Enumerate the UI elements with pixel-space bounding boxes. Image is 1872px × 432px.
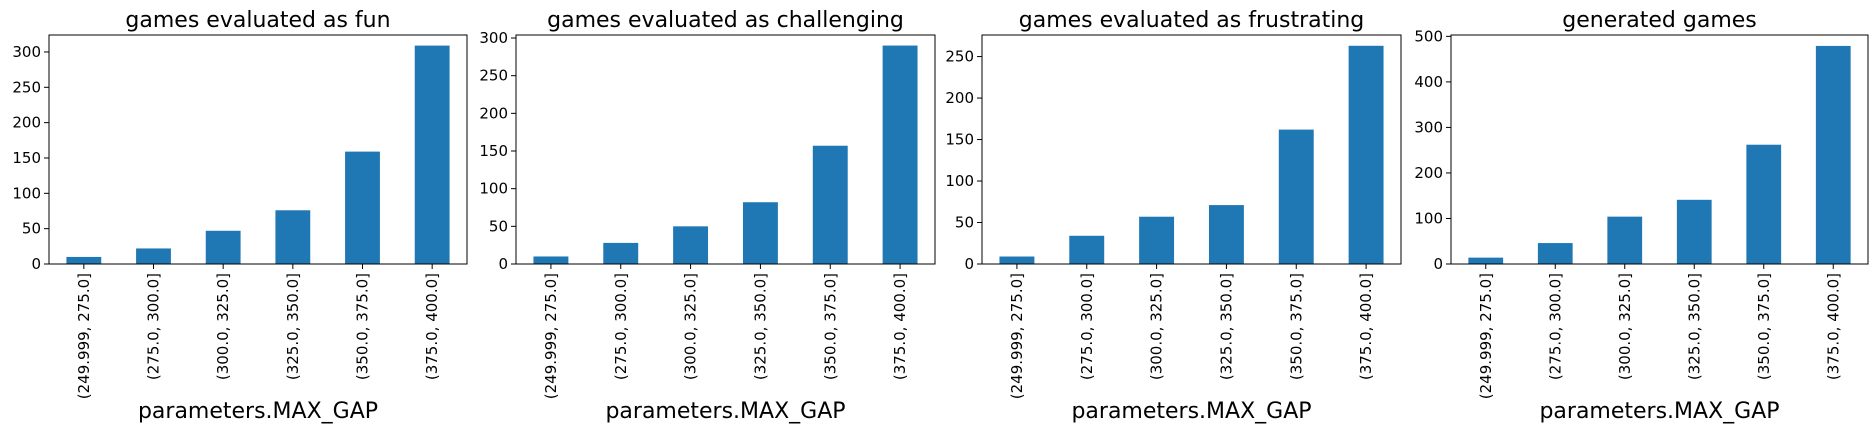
chart-panel-3: games evaluated as frustrating (249.999, …	[945, 8, 1402, 424]
chart-title: games evaluated as challenging	[547, 8, 904, 33]
bar	[205, 230, 241, 264]
chart-panel-2: games evaluated as challenging (249.999, …	[479, 8, 936, 424]
y-tick-label: 0	[498, 255, 508, 273]
axes-frame	[48, 34, 468, 265]
y-tick-label: 200	[945, 89, 974, 107]
bar	[1537, 243, 1573, 264]
chart-title: generated games	[1562, 8, 1757, 33]
bar	[1746, 144, 1782, 264]
y-tick-label: 300	[479, 29, 508, 47]
y-tick-label: 200	[479, 104, 508, 122]
y-tick-label: 300	[12, 43, 41, 61]
bar	[742, 202, 778, 264]
y-tick-label: 50	[955, 214, 974, 232]
y-tick-label: 50	[489, 217, 508, 235]
x-tick-label: (300.0, 325.0]	[682, 273, 700, 380]
x-axis-label: parameters.MAX_GAP	[605, 399, 845, 424]
bar	[1348, 45, 1384, 264]
chart-title: games evaluated as frustrating	[1019, 8, 1365, 33]
x-tick-label: (249.999, 275.0]	[1008, 273, 1026, 399]
bar	[1139, 216, 1175, 264]
y-tick-label: 100	[945, 172, 974, 190]
bar	[603, 242, 639, 264]
bar	[1676, 199, 1712, 264]
x-tick-label: (375.0, 400.0]	[1357, 273, 1375, 380]
bar	[673, 226, 709, 264]
x-tick-label: (275.0, 300.0]	[1546, 273, 1564, 380]
x-tick-label: (249.999, 275.0]	[75, 273, 93, 399]
chart-panel-4: generated games (249.999, 275.0] (275.0, 3…	[1414, 8, 1869, 424]
y-tick-label: 0	[964, 255, 974, 273]
y-tick-label: 200	[1414, 164, 1443, 182]
bar	[345, 151, 380, 264]
x-tick-label: (375.0, 400.0]	[423, 273, 441, 380]
bar	[1069, 235, 1105, 264]
y-tick-label: 200	[12, 114, 41, 132]
y-tick-label: 100	[12, 184, 41, 202]
x-tick-label: (300.0, 325.0]	[1148, 273, 1166, 380]
bar	[1607, 216, 1643, 264]
x-axis-label: parameters.MAX_GAP	[1071, 399, 1311, 424]
x-tick-label: (325.0, 350.0]	[284, 273, 302, 380]
bar	[1208, 205, 1244, 264]
x-tick-label: (375.0, 400.0]	[1824, 273, 1842, 380]
y-tick-label: 150	[945, 131, 974, 149]
y-tick-label: 100	[479, 180, 508, 198]
axes-frame	[981, 34, 1402, 265]
x-tick-label: (249.999, 275.0]	[542, 273, 560, 399]
bar	[66, 256, 102, 264]
y-tick-label: 400	[1414, 73, 1443, 91]
x-axis-label: parameters.MAX_GAP	[1539, 399, 1779, 424]
y-tick-label: 500	[1414, 27, 1443, 45]
x-tick-label: (275.0, 300.0]	[1078, 273, 1096, 380]
x-tick-label: (375.0, 400.0]	[891, 273, 909, 380]
y-tick-label: 250	[945, 48, 974, 66]
y-tick-label: 150	[479, 142, 508, 160]
x-tick-label: (350.0, 375.0]	[354, 273, 372, 380]
y-tick-label: 0	[1433, 255, 1443, 273]
y-tick-label: 250	[479, 67, 508, 85]
bar	[812, 145, 848, 264]
y-tick-label: 100	[1414, 209, 1443, 227]
bar	[999, 256, 1035, 264]
bar	[533, 256, 569, 264]
x-tick-label: (300.0, 325.0]	[1616, 273, 1634, 380]
axes-frame	[1450, 34, 1869, 265]
x-tick-label: (249.999, 275.0]	[1477, 273, 1495, 399]
x-tick-label: (350.0, 375.0]	[1287, 273, 1305, 380]
y-tick-label: 50	[22, 220, 41, 238]
bar	[882, 45, 918, 264]
bar	[275, 210, 311, 264]
bar	[1815, 45, 1851, 265]
x-tick-label: (325.0, 350.0]	[1685, 273, 1703, 380]
x-tick-label: (275.0, 300.0]	[145, 273, 163, 380]
axes-frame	[515, 34, 936, 265]
x-tick-label: (350.0, 375.0]	[821, 273, 839, 380]
y-tick-label: 0	[31, 255, 41, 273]
bar	[1468, 257, 1504, 264]
x-tick-label: (275.0, 300.0]	[612, 273, 630, 380]
bar	[1278, 129, 1314, 264]
bar	[136, 248, 171, 264]
x-axis-label: parameters.MAX_GAP	[138, 399, 378, 424]
x-tick-label: (350.0, 375.0]	[1755, 273, 1773, 380]
bar	[414, 45, 450, 264]
x-tick-label: (300.0, 325.0]	[214, 273, 232, 380]
x-tick-label: (325.0, 350.0]	[1217, 273, 1235, 380]
y-tick-label: 300	[1414, 118, 1443, 136]
y-tick-label: 250	[12, 78, 41, 96]
chart-panel-1: games evaluated as fun (249.999, 275.0] (2…	[12, 8, 468, 424]
chart-title: games evaluated as fun	[125, 8, 390, 33]
x-tick-label: (325.0, 350.0]	[751, 273, 769, 380]
y-tick-label: 150	[12, 149, 41, 167]
